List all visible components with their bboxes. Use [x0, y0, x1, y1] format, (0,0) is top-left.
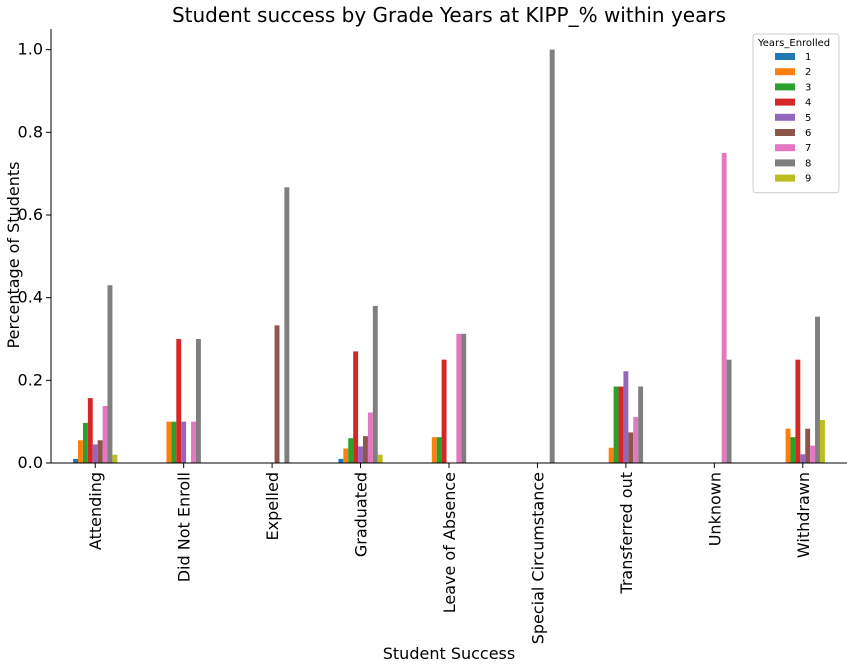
legend-label-7: 7: [805, 143, 811, 154]
chart-title: Student success by Grade Years at KIPP_%…: [172, 3, 726, 27]
bar-6-8: [805, 428, 811, 463]
legend-swatch-8: [775, 159, 795, 167]
bar-8-3: [372, 305, 378, 463]
bar-2-0: [78, 440, 83, 463]
bar-7-6: [633, 417, 639, 463]
legend-swatch-2: [775, 68, 795, 76]
bar-8-5: [549, 49, 555, 464]
bar-4-4: [441, 359, 447, 463]
x-tick-label-3: Graduated: [352, 472, 371, 557]
bar-8-8: [815, 316, 820, 463]
bar-9-0: [112, 454, 118, 463]
legend-swatch-7: [775, 144, 795, 152]
legend: Years_Enrolled 1 2 3 4 5 6 7 8 9: [752, 33, 840, 194]
legend-label-3: 3: [805, 82, 811, 93]
x-tick-label-2: Expelled: [263, 472, 282, 540]
bar-3-4: [436, 437, 442, 463]
legend-label-1: 1: [805, 52, 811, 63]
y-tick-label-2: 0.4: [18, 288, 43, 307]
legend-label-5: 5: [805, 113, 811, 124]
bar-3-6: [613, 386, 619, 463]
bar-3-8: [790, 437, 796, 463]
bar-8-0: [107, 285, 113, 463]
y-tick-label-4: 0.8: [18, 122, 43, 141]
bar-6-2: [274, 325, 280, 463]
legend-swatch-9: [775, 174, 795, 182]
x-tick-label-6: Transferred out: [617, 472, 636, 595]
legend-label-2: 2: [805, 67, 811, 78]
bar-7-0: [102, 405, 108, 463]
x-tick-label-4: Leave of Absence: [440, 472, 459, 613]
bar-4-0: [87, 398, 93, 463]
bar-1-3: [338, 458, 344, 463]
legend-swatch-5: [775, 113, 795, 121]
bar-5-8: [800, 454, 806, 463]
x-tick-label-8: Withdrawn: [794, 472, 813, 558]
bar-7-7: [721, 153, 727, 463]
bar-6-0: [97, 440, 103, 463]
y-tick-label-1: 0.2: [18, 370, 43, 389]
bar-8-4: [461, 333, 467, 463]
legend-swatch-4: [775, 98, 795, 106]
bar-3-0: [82, 422, 88, 463]
x-tick-label-7: Unknown: [705, 472, 724, 546]
bar-9-3: [377, 454, 383, 463]
x-axis-title: Student Success: [383, 644, 515, 663]
bar-2-3: [343, 448, 349, 463]
bar-4-6: [618, 386, 624, 463]
bar-2-6: [608, 447, 614, 463]
y-tick-label-3: 0.6: [18, 205, 43, 224]
bar-2-8: [785, 428, 791, 463]
y-tick-label-5: 1.0: [18, 40, 43, 59]
bar-6-3: [363, 436, 368, 463]
x-tick-label-0: Attending: [86, 472, 105, 550]
legend-swatch-3: [775, 83, 795, 91]
bar-3-3: [348, 438, 354, 463]
bar-7-8: [810, 445, 816, 463]
y-tick-label-0: 0.0: [18, 453, 43, 472]
legend-box: [752, 33, 840, 194]
bar-4-8: [795, 359, 801, 463]
legend-label-4: 4: [805, 98, 811, 109]
bar-5-0: [92, 444, 98, 463]
legend-label-9: 9: [805, 174, 811, 185]
bar-4-1: [176, 339, 182, 463]
bar-7-3: [367, 412, 373, 463]
x-tick-label-5: Special Circumstance: [528, 472, 547, 644]
bar-9-8: [819, 420, 825, 463]
bar-3-1: [171, 421, 177, 463]
bar-4-3: [353, 351, 359, 463]
legend-label-6: 6: [805, 128, 811, 139]
plot-area: 0.0 0.2 0.4 0.6 0.8 1.0 Attending Did Not Enrol…: [18, 29, 847, 644]
legend-swatch-6: [775, 129, 795, 136]
bar-8-2: [284, 187, 290, 463]
bar-5-1: [181, 421, 187, 463]
bar-1-0: [73, 458, 79, 463]
legend-label-8: 8: [805, 158, 811, 169]
legend-title: Years_Enrolled: [757, 38, 830, 49]
bar-8-6: [638, 386, 644, 463]
bar-8-1: [195, 339, 201, 463]
bar-8-7: [726, 359, 732, 463]
bar-2-1: [166, 421, 172, 463]
bar-5-3: [358, 446, 364, 463]
bar-7-1: [191, 421, 196, 463]
bar-7-4: [456, 333, 462, 463]
bar-6-6: [628, 432, 634, 463]
bar-2-4: [431, 437, 437, 463]
x-tick-label-1: Did Not Enroll: [175, 472, 194, 582]
bar-5-6: [623, 371, 629, 463]
y-axis-title: Percentage of Students: [4, 162, 23, 349]
legend-swatch-1: [775, 53, 795, 60]
